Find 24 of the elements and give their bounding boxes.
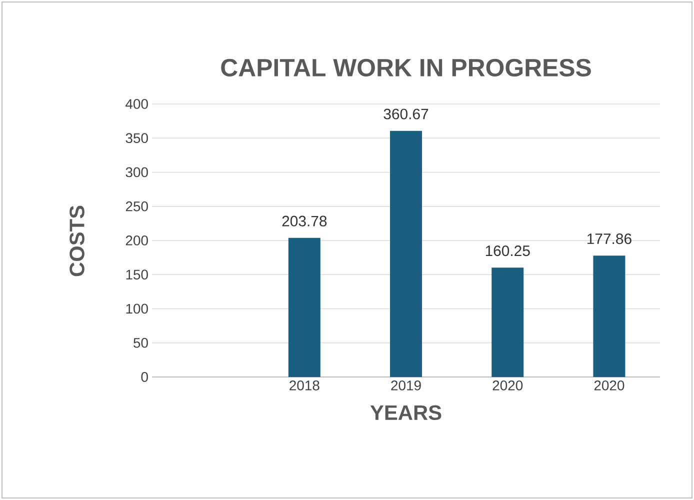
y-axis-title: COSTS bbox=[70, 206, 84, 276]
data-label: 360.67 bbox=[384, 108, 428, 120]
y-tick-label: 0 bbox=[141, 372, 148, 382]
data-label: 203.78 bbox=[282, 216, 327, 226]
x-axis-title: YEARS bbox=[370, 405, 442, 420]
data-label: 177.86 bbox=[587, 233, 632, 244]
x-tick-label: 2020 bbox=[492, 380, 523, 390]
y-tick-label: 300 bbox=[126, 167, 148, 178]
y-tick-label: 150 bbox=[126, 270, 148, 280]
chart-title: CAPITAL WORK IN PROGRESS bbox=[221, 58, 591, 76]
y-tick-label: 350 bbox=[126, 133, 148, 144]
data-label: 160.25 bbox=[486, 246, 530, 256]
y-tick-label: 100 bbox=[126, 304, 148, 314]
y-tick-label: 400 bbox=[126, 99, 148, 109]
x-tick-label: 2018 bbox=[290, 380, 320, 390]
y-tick-label: 200 bbox=[126, 236, 148, 246]
y-tick-label: 250 bbox=[126, 201, 148, 212]
bar bbox=[390, 130, 422, 377]
x-tick-label: 2020 bbox=[594, 380, 624, 390]
bar bbox=[288, 238, 320, 377]
x-tick-label: 2019 bbox=[391, 380, 421, 390]
y-tick-label: 50 bbox=[134, 338, 148, 348]
bar bbox=[593, 256, 626, 377]
bar bbox=[492, 268, 524, 377]
